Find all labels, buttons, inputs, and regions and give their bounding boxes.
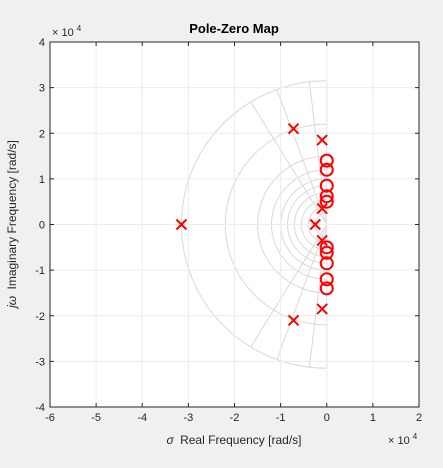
- x-tick-label: -3: [183, 412, 193, 424]
- x-tick-label: -5: [91, 412, 101, 424]
- chart-title: Pole-Zero Map: [189, 21, 279, 36]
- y-tick-label: 3: [39, 83, 45, 95]
- x-tick-label: 0: [324, 412, 330, 424]
- x-tick-label: -6: [45, 412, 55, 424]
- y-tick-label: 1: [39, 174, 45, 186]
- y-tick-label: -3: [35, 356, 45, 368]
- y-tick-label: 0: [39, 220, 45, 232]
- y-tick-label: 4: [39, 37, 45, 49]
- x-axis-label: σ Real Frequency [rad/s]: [167, 433, 302, 447]
- x-tick-label: 2: [416, 412, 422, 424]
- y-exponent-label: × 10 4: [52, 24, 82, 39]
- x-axis-symbol: σ: [167, 433, 175, 447]
- x-axis-text: Real Frequency [rad/s]: [180, 433, 301, 447]
- y-tick-label: -1: [35, 265, 45, 277]
- y-tick-label: -4: [35, 402, 45, 414]
- y-exponent-power: 4: [77, 24, 82, 33]
- y-axis-text: Imaginary Frequency [rad/s]: [5, 140, 19, 289]
- x-exponent-label: × 10 4: [388, 432, 418, 447]
- x-tick-label: -2: [230, 412, 240, 424]
- y-tick-label: 2: [39, 128, 45, 140]
- x-tick-label: 1: [370, 412, 376, 424]
- y-exponent-base: × 10: [52, 27, 74, 39]
- y-tick-label: -2: [35, 311, 45, 323]
- x-tick-label: -1: [276, 412, 286, 424]
- y-axis-symbol: jω: [5, 296, 19, 310]
- x-tick-label: -4: [137, 412, 147, 424]
- x-exponent-base: × 10: [388, 435, 410, 447]
- y-axis-label: jω Imaginary Frequency [rad/s]: [5, 140, 19, 310]
- x-exponent-power: 4: [413, 432, 418, 441]
